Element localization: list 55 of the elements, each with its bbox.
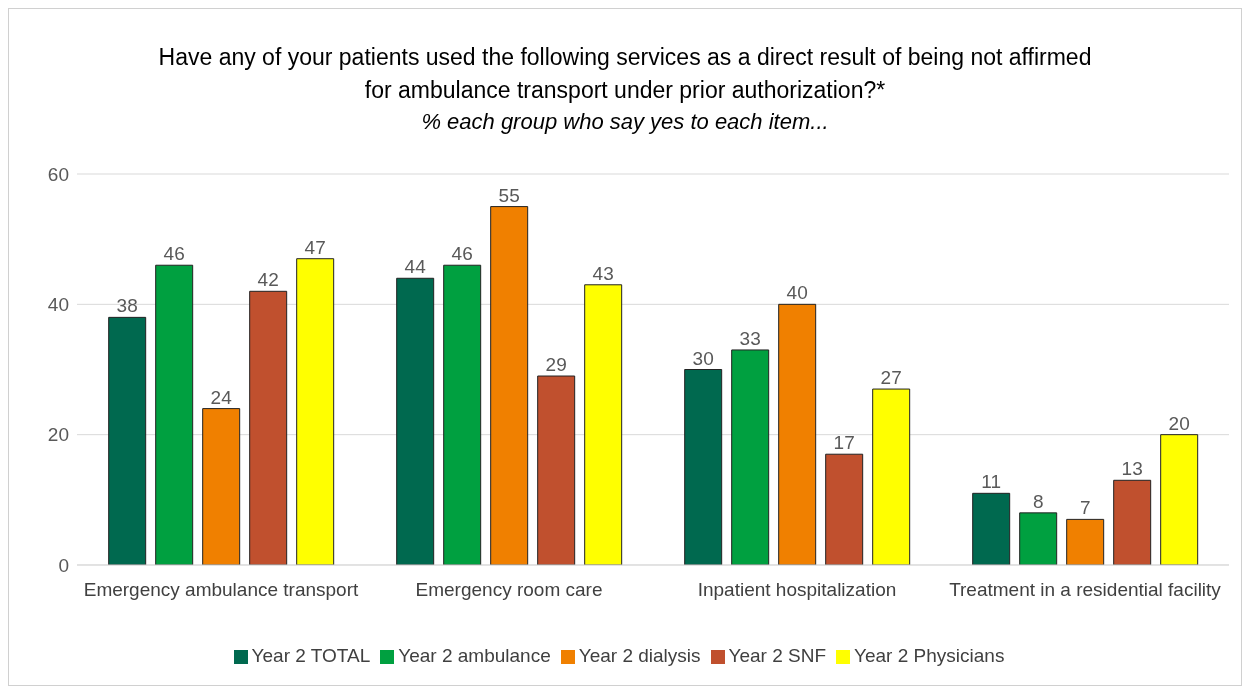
data-label: 17	[833, 432, 855, 454]
legend-label: Year 2 dialysis	[578, 645, 701, 666]
bar	[155, 264, 194, 565]
bar	[731, 349, 770, 565]
bar	[296, 258, 335, 565]
data-label: 13	[1121, 458, 1143, 480]
data-label: 27	[880, 367, 902, 389]
bar	[490, 206, 529, 565]
data-label: 46	[163, 243, 185, 265]
bar	[396, 277, 435, 565]
data-label: 46	[451, 243, 473, 265]
bar	[249, 290, 288, 565]
y-tick-label: 20	[47, 424, 69, 446]
x-tick-label: Inpatient hospitalization	[697, 579, 897, 601]
data-label: 43	[592, 262, 614, 284]
data-label: 33	[739, 327, 761, 349]
bar	[202, 408, 241, 565]
data-label: 42	[257, 269, 279, 291]
data-label: 29	[545, 354, 567, 376]
y-tick-label: 40	[47, 294, 69, 316]
y-tick-label: 0	[58, 554, 69, 576]
data-label: 44	[404, 256, 427, 278]
bar	[778, 303, 817, 565]
bar	[1019, 512, 1058, 565]
bar	[443, 264, 482, 565]
bar	[1113, 479, 1152, 565]
bar	[872, 388, 911, 565]
bar	[584, 284, 623, 565]
x-tick-label: Treatment in a residential facility	[949, 579, 1222, 601]
data-label: 24	[210, 386, 233, 408]
bar	[1160, 434, 1199, 565]
data-label: 40	[786, 282, 808, 304]
bar	[684, 369, 723, 565]
bar	[1066, 518, 1105, 565]
legend-label: Year 2 SNF	[728, 645, 827, 666]
data-label: 30	[692, 347, 714, 369]
bar	[537, 375, 576, 565]
bar	[108, 316, 147, 565]
data-label: 11	[981, 471, 1002, 493]
bar	[972, 492, 1011, 565]
data-label: 7	[1079, 497, 1091, 519]
chart-title: Have any of your patients used the following services as a direct result of being not affirmed for ambulance transport under prior authorization?*	[157, 43, 1093, 105]
y-tick-label: 60	[47, 163, 69, 185]
chart-subtitle: % each group who say yes to each item...	[420, 109, 830, 135]
legend-label: Year 2 TOTAL	[251, 645, 371, 666]
data-label: 55	[498, 184, 520, 206]
data-label: 8	[1032, 490, 1044, 512]
data-label: 20	[1168, 412, 1190, 434]
data-label: 47	[304, 236, 326, 258]
legend-label: Year 2 Physicians	[854, 645, 1005, 666]
x-tick-label: Emergency ambulance transport	[83, 579, 360, 601]
data-label: 38	[116, 295, 138, 317]
bar	[825, 453, 864, 565]
x-tick-label: Emergency room care	[415, 579, 603, 601]
legend-label: Year 2 ambulance	[398, 645, 551, 666]
